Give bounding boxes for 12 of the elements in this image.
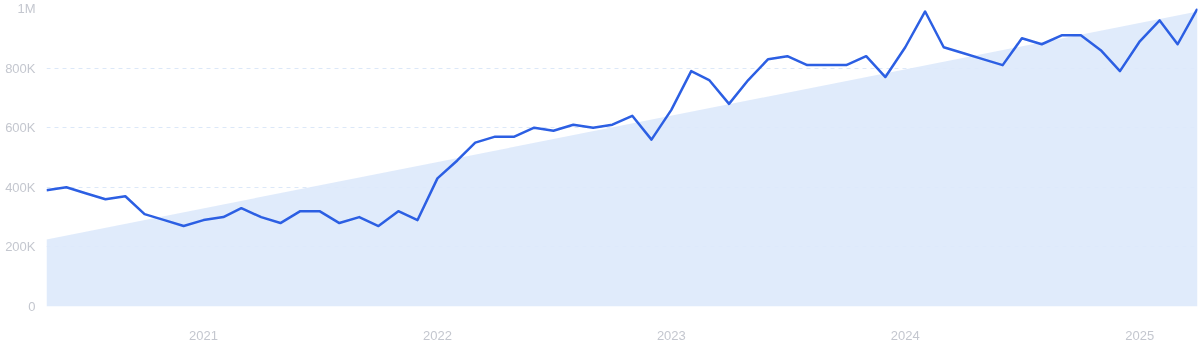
y-tick-label: 800K bbox=[5, 60, 36, 76]
x-tick-label: 2023 bbox=[656, 327, 686, 342]
y-tick-label: 1M bbox=[17, 1, 36, 16]
y-tick-label: 600K bbox=[5, 120, 36, 136]
x-tick-label: 2021 bbox=[189, 327, 218, 342]
y-tick-label: 400K bbox=[5, 179, 36, 195]
line-series bbox=[46, 8, 1198, 228]
y-tick-label: 200K bbox=[5, 239, 36, 255]
x-tick-label: 2025 bbox=[1125, 327, 1155, 342]
y-tick-label: 0 bbox=[28, 299, 36, 314]
x-tick-label: 2022 bbox=[422, 327, 452, 342]
x-tick-label: 2024 bbox=[890, 327, 920, 342]
